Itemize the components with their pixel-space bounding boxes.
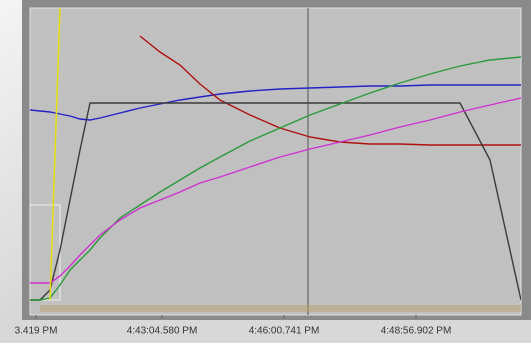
series-line (30, 56, 521, 301)
series-line (49, 8, 61, 301)
x-tick-label: 4:43:04.580 PM (127, 326, 198, 337)
series-line (30, 102, 521, 301)
x-tick-label: 4:46:00.741 PM (249, 326, 320, 337)
series-line (30, 84, 521, 121)
series-line (30, 97, 521, 284)
plot-area (29, 7, 522, 316)
noise-band (40, 305, 521, 312)
series-line (139, 35, 521, 146)
plot-lines (30, 8, 521, 301)
axis-strip (0, 320, 531, 343)
x-tick-label: 3.419 PM (15, 326, 58, 337)
x-tick-label: 4:48:56.902 PM (381, 326, 452, 337)
